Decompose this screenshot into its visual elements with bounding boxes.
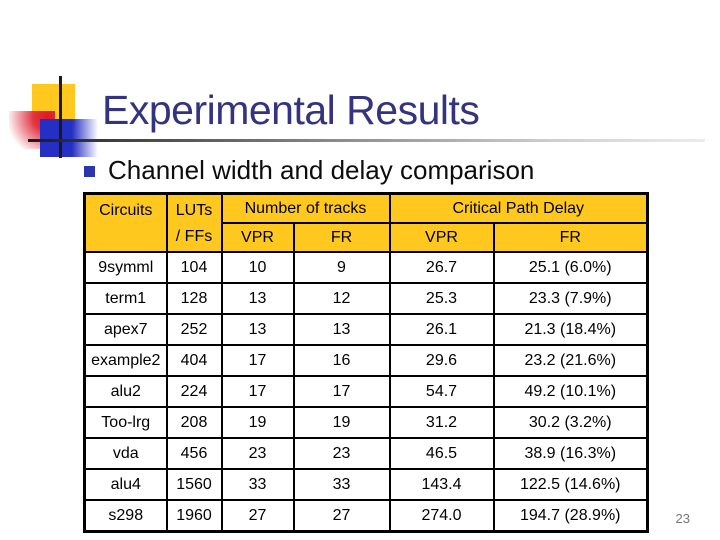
table-cell: 128 [165, 282, 223, 315]
header-luts-line2: / FFs [175, 228, 213, 245]
table-header-row-1: Circuits LUTs / FFs Number of tracks Cri… [83, 192, 649, 253]
table-cell: 31.2 [388, 406, 495, 439]
table-cell: 252 [165, 313, 223, 346]
table-header-row-2: VPR FR VPR FR [85, 222, 649, 253]
bullet-square-icon [84, 166, 95, 177]
table-cell: 23.3 (7.9%) [492, 282, 649, 315]
table-cell: 30.2 (3.2%) [492, 406, 649, 439]
table-cell: 21.3 (18.4%) [492, 313, 649, 346]
decoration-vertical-line [59, 76, 62, 158]
decoration-blue-square [40, 119, 98, 157]
header-number-of-tracks: Number of tracks [220, 192, 391, 224]
table-cell: 17 [292, 375, 391, 408]
table-cell: 9 [292, 251, 391, 284]
table-cell: 194.7 (28.9%) [492, 499, 649, 533]
table-cell: s298 [83, 499, 168, 533]
table-cell: 27 [292, 499, 391, 533]
table-cell: 38.9 (16.3%) [492, 437, 649, 470]
table-cell: 104 [165, 251, 223, 284]
table-cell: 10 [220, 251, 295, 284]
table-row: apex7 252 13 13 26.1 21.3 (18.4%) [83, 313, 649, 346]
table-cell: 23.2 (21.6%) [492, 344, 649, 377]
table-row: example2 404 17 16 29.6 23.2 (21.6%) [83, 344, 649, 377]
table-cell: 16 [292, 344, 391, 377]
table-row: vda 456 23 23 46.5 38.9 (16.3%) [83, 437, 649, 470]
table-cell: 13 [292, 313, 391, 346]
table-cell: 17 [220, 344, 295, 377]
header-tracks-vpr: VPR [220, 222, 295, 253]
table-cell: 25.1 (6.0%) [492, 251, 649, 284]
table-cell: 26.7 [388, 251, 495, 284]
table-cell: 46.5 [388, 437, 495, 470]
comparison-table: Circuits LUTs / FFs Number of tracks Cri… [83, 192, 649, 533]
table-cell: 1960 [165, 499, 223, 533]
table-cell: 17 [220, 375, 295, 408]
header-delay-vpr: VPR [388, 222, 495, 253]
table-row: s298 1960 27 27 274.0 194.7 (28.9%) [83, 499, 649, 533]
table-cell: 12 [292, 282, 391, 315]
table-cell: apex7 [83, 313, 168, 346]
header-delay-fr: FR [492, 222, 649, 253]
table-cell: 224 [165, 375, 223, 408]
header-luts-ffs: LUTs / FFs [165, 192, 223, 253]
header-critical-path-delay: Critical Path Delay [388, 192, 649, 224]
header-luts-line1: LUTs [175, 202, 213, 219]
table-cell: 33 [292, 468, 391, 501]
table-cell: 23 [220, 437, 295, 470]
table-cell: vda [83, 437, 168, 470]
table-header: Circuits LUTs / FFs Number of tracks Cri… [83, 192, 649, 253]
table-cell: Too-lrg [83, 406, 168, 439]
page-number: 23 [675, 511, 690, 526]
table-cell: 33 [220, 468, 295, 501]
table-cell: 404 [165, 344, 223, 377]
table-cell: 27 [220, 499, 295, 533]
table-cell: 29.6 [388, 344, 495, 377]
table-row: Too-lrg 208 19 19 31.2 30.2 (3.2%) [83, 406, 649, 439]
table-body: 9symml 104 10 9 26.7 25.1 (6.0%) term1 128 13 12 2… [83, 251, 649, 533]
table-row: term1 128 13 12 25.3 23.3 (7.9%) [83, 282, 649, 315]
table-cell: 23 [292, 437, 391, 470]
table-cell: 13 [220, 313, 295, 346]
table-cell: example2 [83, 344, 168, 377]
header-circuits: Circuits [83, 192, 168, 253]
table-cell: alu2 [83, 375, 168, 408]
table-cell: 122.5 (14.6%) [492, 468, 649, 501]
table-cell: term1 [83, 282, 168, 315]
table-cell: 26.1 [388, 313, 495, 346]
table-cell: 25.3 [388, 282, 495, 315]
table-cell: 456 [165, 437, 223, 470]
table-cell: 19 [292, 406, 391, 439]
table-cell: alu4 [83, 468, 168, 501]
table-cell: 9symml [83, 251, 168, 284]
table-row: 9symml 104 10 9 26.7 25.1 (6.0%) [83, 251, 649, 284]
table-cell: 274.0 [388, 499, 495, 533]
table-cell: 208 [165, 406, 223, 439]
bullet-text: Channel width and delay comparison [108, 155, 535, 185]
title-underline [28, 139, 705, 142]
table-row: alu2 224 17 17 54.7 49.2 (10.1%) [83, 375, 649, 408]
bullet-item: Channel width and delay comparison [84, 155, 535, 186]
table-cell: 143.4 [388, 468, 495, 501]
table-cell: 54.7 [388, 375, 495, 408]
table-cell: 1560 [165, 468, 223, 501]
table-cell: 49.2 (10.1%) [492, 375, 649, 408]
table-row: alu4 1560 33 33 143.4 122.5 (14.6%) [83, 468, 649, 501]
table-cell: 19 [220, 406, 295, 439]
table-cell: 13 [220, 282, 295, 315]
slide-title: Experimental Results [102, 87, 480, 133]
header-tracks-fr: FR [292, 222, 391, 253]
